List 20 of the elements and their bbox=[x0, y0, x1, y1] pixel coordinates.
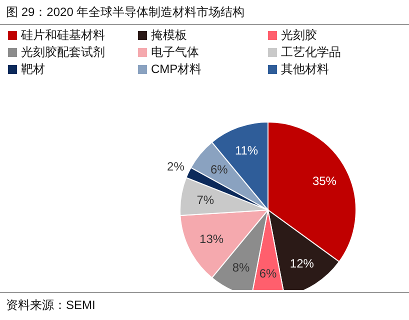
data-label: 7% bbox=[196, 193, 214, 208]
data-label: 6% bbox=[210, 162, 228, 177]
data-label: 11% bbox=[234, 143, 258, 158]
legend-label: 电子气体 bbox=[151, 45, 199, 60]
data-label: 8% bbox=[232, 260, 250, 274]
legend-label: 硅片和硅基材料 bbox=[21, 28, 105, 43]
text: 资料来源：SEMI bbox=[6, 297, 96, 314]
chart-title: 图 29：2020 年全球半导体制造材料市场结构 bbox=[0, 0, 409, 25]
data-label: 2% bbox=[167, 160, 185, 174]
legend-label: 其他材料 bbox=[281, 62, 329, 77]
legend-label: 工艺化学品 bbox=[281, 45, 341, 60]
legend-label: 光刻胶 bbox=[281, 28, 317, 43]
legend-label: 光刻胶配套试剂 bbox=[21, 45, 105, 60]
data-label: 6% bbox=[259, 266, 277, 280]
legend-label: 掩模板 bbox=[151, 28, 187, 43]
data-label: 12% bbox=[290, 256, 314, 270]
legend-label: 靶材 bbox=[21, 62, 45, 77]
data-label: 13% bbox=[200, 232, 224, 246]
data-label: 35% bbox=[312, 174, 337, 188]
legend-label: CMP材料 bbox=[151, 62, 202, 77]
